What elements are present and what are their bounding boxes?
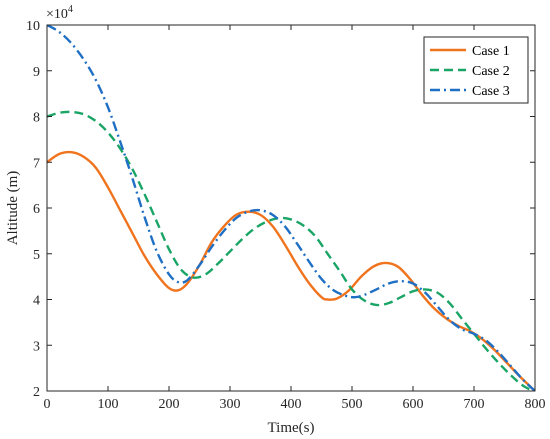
series-lines bbox=[47, 25, 535, 391]
axis-tick-labels: 0 100 200 300 400 500 600 700 800 2 3 4 5 6 7 8 9 10 bbox=[26, 19, 546, 412]
y-axis-label: Altitude (m) bbox=[5, 171, 21, 246]
series-line-1 bbox=[47, 150, 535, 391]
legend-label-1: Case 1 bbox=[472, 44, 510, 59]
y-tick-label: 7 bbox=[33, 156, 40, 171]
legend: Case 1 Case 2 Case 3 bbox=[423, 36, 529, 104]
y-tick-label: 10 bbox=[26, 19, 40, 34]
legend-label-3: Case 3 bbox=[472, 84, 510, 99]
y-tick-label: 8 bbox=[33, 111, 40, 126]
x-axis-label: Time(s) bbox=[268, 420, 315, 436]
legend-label-2: Case 2 bbox=[472, 64, 510, 79]
legend-box bbox=[423, 36, 529, 104]
x-tick-label: 200 bbox=[159, 397, 180, 412]
y-multiplier-base: ×10 bbox=[46, 7, 68, 22]
x-tick-label: 600 bbox=[403, 397, 424, 412]
y-tick-label: 4 bbox=[33, 294, 40, 309]
y-tick-label: 5 bbox=[33, 248, 40, 263]
x-tick-label: 300 bbox=[220, 397, 241, 412]
x-tick-label: 100 bbox=[98, 397, 119, 412]
x-tick-label: 400 bbox=[281, 397, 302, 412]
x-tick-label: 700 bbox=[464, 397, 485, 412]
y-tick-label: 2 bbox=[33, 385, 40, 400]
axis-ticks bbox=[46, 24, 536, 392]
x-tick-label: 0 bbox=[44, 397, 51, 412]
x-tick-label: 500 bbox=[342, 397, 363, 412]
x-tick-label: 800 bbox=[525, 397, 546, 412]
y-axis-multiplier: ×104 bbox=[46, 4, 73, 22]
y-tick-label: 3 bbox=[33, 339, 40, 354]
series-line-2 bbox=[47, 110, 535, 391]
y-tick-label: 9 bbox=[33, 65, 40, 80]
y-multiplier-exponent: 4 bbox=[68, 4, 73, 15]
y-tick-label: 6 bbox=[33, 202, 40, 217]
